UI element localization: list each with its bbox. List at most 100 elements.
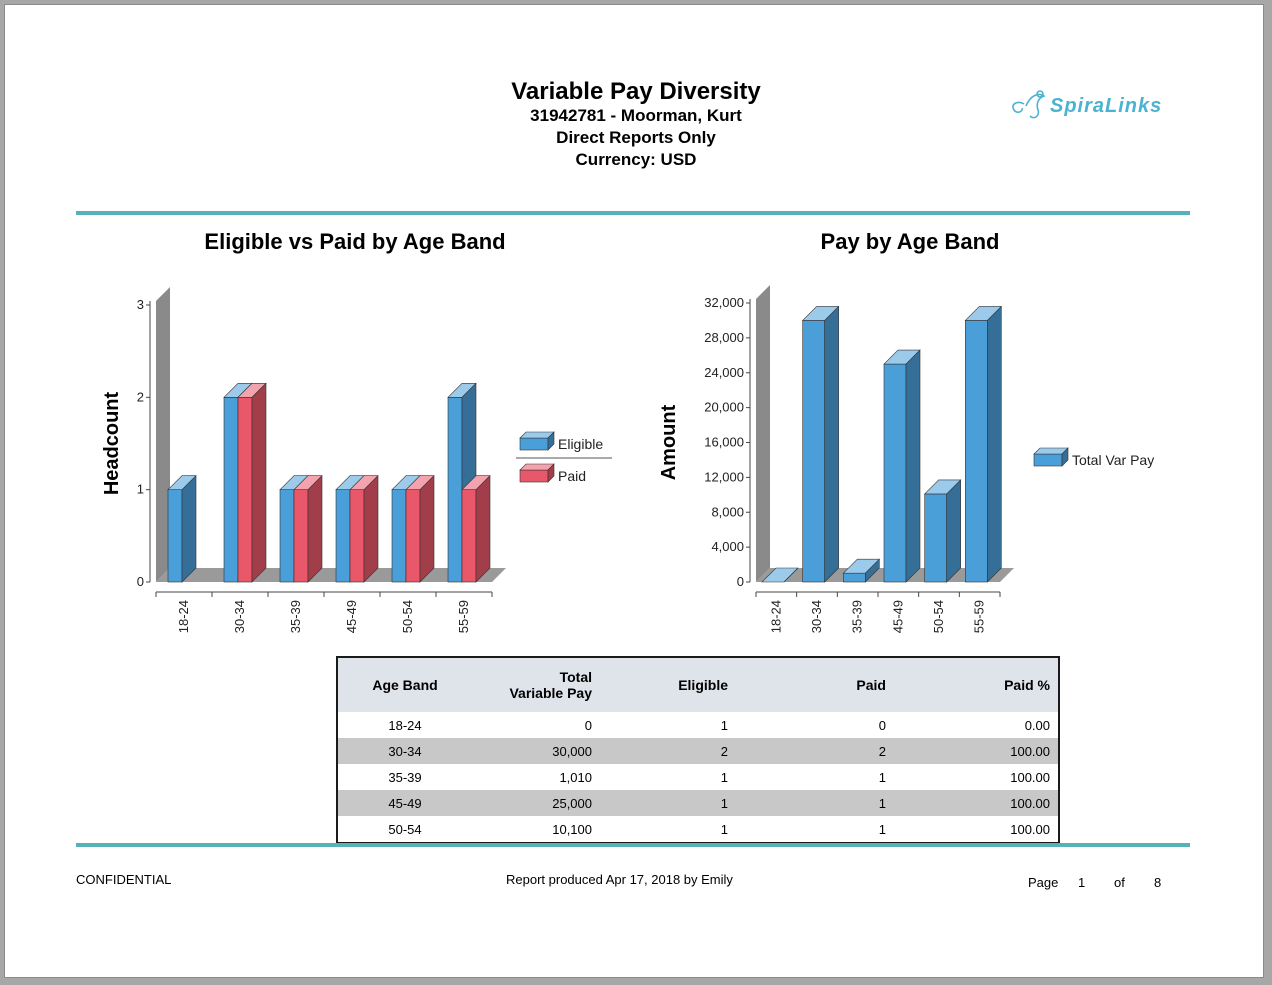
cell-eligible: 1 bbox=[720, 717, 728, 733]
cell-paid-pct: 0.00 bbox=[1024, 717, 1050, 733]
bar-paid-35-39 bbox=[293, 474, 323, 583]
legend-item-paid: Paid bbox=[519, 463, 586, 484]
y-axis-title: Amount bbox=[658, 404, 680, 480]
page-of-label: of bbox=[1114, 875, 1125, 890]
x-tick-label: 55-59 bbox=[972, 600, 987, 633]
x-tick-label: 30-34 bbox=[809, 600, 824, 633]
col-header-total-variable-pay: Total Variable Pay bbox=[472, 657, 600, 712]
amount-chart: 0 4,000 8,000 12,000 16,000 20,000 24,000 28,00… bbox=[658, 285, 1154, 633]
currency-line: Currency: USD bbox=[575, 150, 697, 169]
chart-wall bbox=[756, 285, 770, 582]
footer-divider bbox=[76, 843, 1190, 847]
bar-paid-45-49 bbox=[349, 474, 379, 583]
y-tick-label: 8,000 bbox=[711, 504, 744, 519]
y-tick-label: 32,000 bbox=[704, 295, 744, 310]
cell-paid: 1 bbox=[758, 790, 914, 816]
table-row: 45-49 25,000 1 1 100.00 bbox=[337, 790, 1059, 816]
y-tick-label: 16,000 bbox=[704, 435, 744, 450]
table-row: 30-34 30,000 2 2 100.00 bbox=[337, 738, 1059, 764]
y-tick-label: 4,000 bbox=[711, 539, 744, 554]
x-tick-label: 50-54 bbox=[400, 600, 415, 633]
cell-age-band: 50-54 bbox=[388, 821, 422, 837]
y-tick-label: 1 bbox=[137, 482, 144, 497]
report-title: Variable Pay Diversity bbox=[511, 78, 761, 105]
y-tick-label: 28,000 bbox=[704, 330, 744, 345]
bar-total-var-pay-18-24 bbox=[761, 567, 799, 583]
y-axis-title: Headcount bbox=[101, 391, 123, 495]
col-header-eligible: Eligible bbox=[600, 657, 758, 712]
cell-age-band: 35-39 bbox=[388, 769, 422, 785]
chart2-title: Pay by Age Band bbox=[820, 229, 1000, 254]
bar-eligible-18-24 bbox=[167, 474, 197, 583]
legend-item-total-var-pay: Total Var Pay bbox=[1033, 447, 1154, 468]
cell-paid: 1 bbox=[878, 821, 886, 837]
bar-total-var-pay-45-49 bbox=[883, 349, 921, 583]
legend-label: Total Var Pay bbox=[1072, 452, 1154, 468]
summary-table: Age Band Total Variable Pay Eligible Paid… bbox=[336, 656, 1060, 844]
cell-age-band: 45-49 bbox=[337, 790, 472, 816]
confidential-label: CONFIDENTIAL bbox=[76, 872, 172, 887]
headcount-chart: 0 1 2 3 18-24 30-34 35-39 45-49 50-54 55-59 Headco… bbox=[101, 287, 612, 633]
x-tick-label: 30-34 bbox=[232, 600, 247, 633]
cell-age-band: 18-24 bbox=[388, 717, 422, 733]
logo-text: SpiraLinks bbox=[1050, 95, 1162, 117]
header-divider bbox=[76, 211, 1190, 215]
col-header-paid: Paid bbox=[758, 657, 914, 712]
y-tick-label: 24,000 bbox=[704, 365, 744, 380]
cell-eligible: 1 bbox=[720, 821, 728, 837]
cell-paid: 1 bbox=[878, 769, 886, 785]
bar-paid-50-54 bbox=[405, 474, 435, 583]
bar-total-var-pay-50-54 bbox=[923, 479, 962, 583]
page-indicator: Page 1 of 8 bbox=[1028, 875, 1168, 890]
chart1-title: Eligible vs Paid by Age Band bbox=[204, 229, 506, 254]
cell-eligible: 1 bbox=[600, 790, 758, 816]
x-tick-label: 18-24 bbox=[768, 600, 783, 633]
page-total: 8 bbox=[1154, 875, 1162, 890]
bar-paid-30-34 bbox=[237, 382, 267, 583]
legend-item-eligible: Eligible bbox=[519, 431, 603, 452]
y-tick-label: 0 bbox=[137, 574, 144, 589]
page-label: Page bbox=[1028, 875, 1059, 890]
cell-total-variable-pay: 25,000 bbox=[472, 790, 600, 816]
produced-by-label: Report produced Apr 17, 2018 by Emily bbox=[506, 872, 733, 887]
legend-label: Paid bbox=[558, 468, 586, 484]
cell-paid-pct: 100.00 bbox=[1010, 769, 1050, 785]
bar-total-var-pay-35-39 bbox=[842, 558, 881, 583]
cell-total-variable-pay: 10,100 bbox=[552, 821, 592, 837]
table-header-row: Age Band Total Variable Pay Eligible Paid… bbox=[337, 657, 1059, 712]
cell-paid: 0 bbox=[878, 717, 886, 733]
page-current: 1 bbox=[1078, 875, 1086, 890]
table-row: 50-54 10,100 1 1 100.00 bbox=[337, 816, 1059, 843]
y-tick-label: 12,000 bbox=[704, 469, 744, 484]
y-tick-label: 2 bbox=[137, 389, 144, 404]
y-tick-label: 20,000 bbox=[704, 400, 744, 415]
bar-paid-55-59 bbox=[461, 474, 491, 583]
col-header-age-band: Age Band bbox=[337, 657, 472, 712]
x-tick-label: 55-59 bbox=[456, 600, 471, 633]
cell-total-variable-pay: 0 bbox=[584, 717, 592, 733]
y-tick-label: 3 bbox=[137, 297, 144, 312]
col-header-paid-pct: Paid % bbox=[914, 657, 1059, 712]
legend-label: Eligible bbox=[558, 436, 603, 452]
cell-paid-pct: 100.00 bbox=[1010, 821, 1050, 837]
cell-eligible: 2 bbox=[600, 738, 758, 764]
table-row: 18-24 0 1 0 0.00 bbox=[337, 712, 1059, 738]
x-tick-label: 18-24 bbox=[176, 600, 191, 633]
col-header-total-variable-pay-text: Total Variable Pay bbox=[509, 669, 592, 701]
bar-total-var-pay-55-59 bbox=[964, 305, 1003, 583]
spiralinks-logo: SpiraLinks bbox=[1012, 90, 1162, 119]
x-tick-label: 45-49 bbox=[344, 600, 359, 633]
scope-line: Direct Reports Only bbox=[556, 128, 716, 147]
cell-paid: 2 bbox=[758, 738, 914, 764]
cell-paid-pct: 100.00 bbox=[914, 738, 1059, 764]
employee-line: 31942781 - Moorman, Kurt bbox=[530, 106, 742, 125]
x-tick-label: 50-54 bbox=[931, 600, 946, 633]
bar-total-var-pay-30-34 bbox=[801, 305, 840, 583]
cell-age-band: 30-34 bbox=[337, 738, 472, 764]
x-tick-label: 45-49 bbox=[890, 600, 905, 633]
cell-total-variable-pay: 1,010 bbox=[559, 769, 592, 785]
x-tick-label: 35-39 bbox=[288, 600, 303, 633]
cell-total-variable-pay: 30,000 bbox=[472, 738, 600, 764]
cell-eligible: 1 bbox=[720, 769, 728, 785]
